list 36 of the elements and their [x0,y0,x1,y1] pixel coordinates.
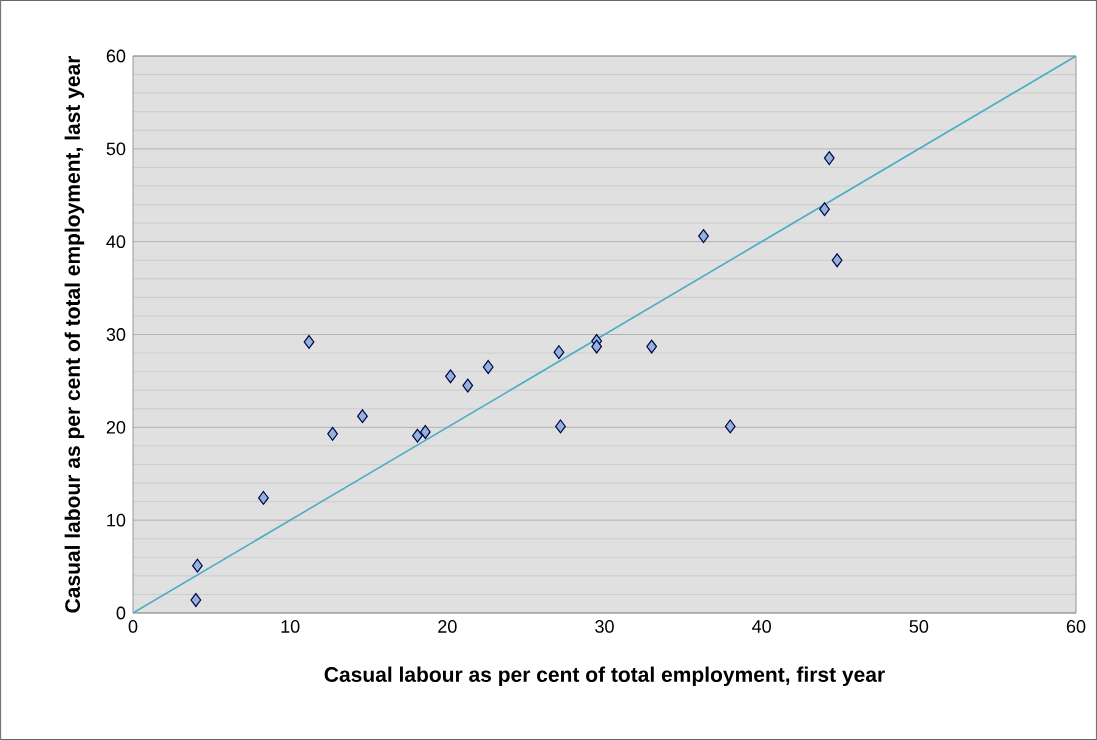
point [327,426,338,441]
point [258,490,269,505]
point [462,378,474,393]
point [555,419,566,434]
y-tick-label: 60 [106,49,126,63]
point [192,558,203,573]
y-axis-title: Casual labour as per cent of total employment, last year [64,55,85,613]
point [445,369,456,384]
y-tick-label: 0 [116,606,126,620]
point [553,345,565,360]
point [303,334,315,349]
y-tick-label: 30 [106,328,126,341]
point [698,229,709,244]
x-tick-label: 50 [909,620,929,633]
point [646,339,658,354]
x-tick-label: 40 [752,620,771,633]
point [831,253,843,268]
point [823,151,835,166]
point [190,593,202,607]
point [724,419,736,434]
point [419,424,431,439]
point [819,202,830,217]
point [357,409,368,424]
point [482,359,494,374]
x-tick-label: 20 [438,620,457,633]
x-axis-title: Casual labour as per cent of total employment, first year [324,666,885,687]
x-tick-label: 0 [128,620,138,633]
x-tick-label: 60 [1066,620,1086,633]
y-tick-label: 10 [107,513,126,527]
y-tick-label: 20 [106,420,126,434]
y-tick-label: 40 [106,235,126,249]
point [412,428,423,443]
point [591,339,603,354]
y-tick-label: 50 [106,142,126,156]
x-tick-label: 30 [595,620,614,633]
x-tick-label: 10 [281,620,300,633]
